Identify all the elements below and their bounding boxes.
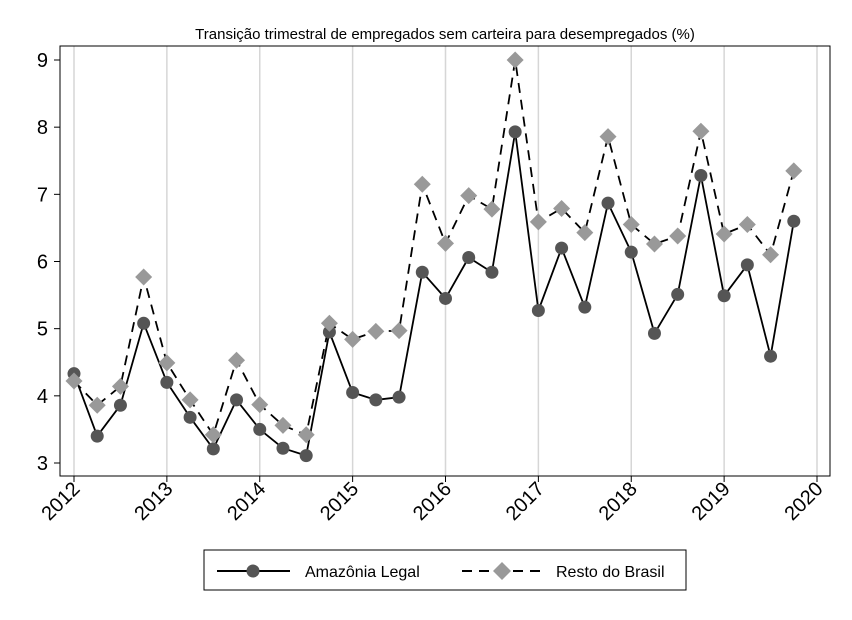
data-point: [622, 216, 640, 234]
series-amazonia-legal: [73, 130, 795, 457]
data-point: [553, 199, 571, 217]
chart-title: Transição trimestral de empregados sem c…: [195, 26, 695, 43]
data-point: [599, 128, 617, 146]
y-tick-label: 5: [37, 319, 48, 341]
y-tick-label: 8: [37, 117, 48, 139]
data-point: [601, 196, 615, 210]
data-point: [230, 393, 244, 407]
y-tick-label: 6: [37, 252, 48, 274]
data-point: [297, 426, 315, 444]
data-point: [439, 291, 452, 305]
data-point: [787, 214, 801, 228]
x-tick-label: 2017: [502, 478, 549, 525]
data-point: [576, 224, 594, 242]
data-point: [160, 375, 174, 389]
data-point: [90, 429, 104, 443]
data-point: [764, 349, 778, 363]
data-point: [715, 225, 733, 243]
y-tick-label: 4: [37, 386, 48, 408]
data-point: [183, 410, 197, 424]
data-point: [785, 162, 803, 180]
data-point: [738, 216, 756, 234]
data-point: [669, 227, 687, 245]
data-point: [181, 391, 199, 409]
data-point: [413, 175, 431, 193]
data-point: [390, 322, 408, 340]
data-point: [111, 377, 129, 395]
series-line: [73, 130, 795, 457]
data-point: [299, 449, 313, 463]
data-point: [437, 234, 454, 252]
x-tick-label: 2018: [595, 478, 642, 525]
data-point: [578, 300, 592, 314]
x-tick-label: 2020: [781, 478, 828, 525]
legend: Amazônia Legal Resto do Brasil: [203, 549, 687, 591]
data-point: [624, 245, 638, 259]
data-point: [462, 250, 476, 264]
data-point: [692, 122, 710, 140]
x-tick-label: 2015: [316, 478, 363, 525]
axes: 2012 2013 2014 2015 2016 2017 2018 2019 2020 3 4 5 6…: [37, 50, 828, 525]
data-point: [253, 422, 267, 436]
data-point: [531, 304, 545, 318]
legend-marker-resto: [493, 562, 511, 580]
data-point: [506, 51, 524, 69]
data-point: [529, 213, 547, 231]
data-point: [460, 187, 478, 205]
data-point: [483, 200, 501, 218]
y-tick-label: 3: [37, 453, 48, 475]
data-point: [415, 265, 429, 279]
data-point: [322, 325, 336, 339]
y-tick-label: 9: [37, 50, 48, 72]
data-point: [367, 322, 385, 340]
series-resto-do-brasil: [73, 59, 795, 436]
series-markers: [67, 125, 801, 463]
data-point: [251, 396, 269, 414]
data-point: [88, 396, 106, 414]
data-point: [206, 442, 220, 456]
data-point: [740, 258, 754, 272]
data-point: [555, 241, 569, 255]
data-point: [369, 393, 383, 407]
data-point: [228, 351, 246, 369]
x-tick-label: 2014: [223, 478, 270, 525]
data-point: [137, 316, 151, 330]
data-point: [274, 416, 292, 434]
legend-label-amazonia: Amazônia Legal: [305, 564, 420, 581]
data-point: [671, 287, 685, 301]
data-point: [204, 426, 222, 444]
vertical-gridlines: [73, 46, 818, 476]
x-tick-label: 2019: [688, 478, 735, 525]
x-tick-label: 2013: [130, 478, 177, 525]
data-point: [344, 330, 362, 348]
data-point: [65, 372, 83, 390]
data-point: [717, 289, 731, 303]
series-group: [65, 51, 803, 463]
data-point: [485, 265, 499, 279]
legend-marker-amazonia: [246, 564, 260, 578]
data-point: [158, 354, 176, 372]
x-tick-label: 2016: [409, 478, 456, 525]
data-point: [113, 398, 127, 412]
data-point: [135, 268, 153, 286]
data-point: [694, 169, 708, 183]
y-tick-label: 7: [37, 184, 48, 206]
series-markers: [65, 51, 803, 444]
x-tick-label: 2012: [38, 478, 85, 525]
data-point: [762, 246, 780, 264]
data-point: [392, 390, 406, 404]
data-point: [320, 314, 338, 332]
data-point: [346, 385, 360, 399]
data-point: [645, 235, 663, 253]
legend-label-resto: Resto do Brasil: [556, 564, 665, 581]
series-line: [73, 59, 795, 436]
data-point: [508, 125, 522, 139]
data-point: [276, 441, 290, 455]
data-point: [647, 326, 661, 340]
